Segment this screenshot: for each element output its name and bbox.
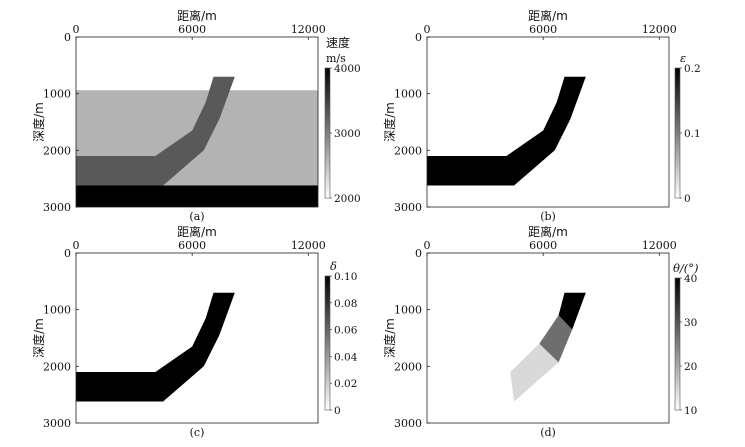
plot-frame bbox=[426, 36, 670, 208]
region-middle-segment bbox=[539, 315, 573, 363]
colorbar-tick-label: 4000 bbox=[334, 63, 361, 75]
colorbar-tick-label: 40 bbox=[684, 273, 697, 285]
y-axis-label: 深度/m bbox=[382, 318, 397, 358]
panel-label: (c) bbox=[190, 426, 205, 439]
y-axis-label: 深度/m bbox=[382, 102, 397, 142]
x-tick-label: 0 bbox=[424, 239, 431, 252]
y-tick-label: 0 bbox=[415, 31, 422, 44]
y-tick-label: 3000 bbox=[43, 201, 71, 214]
colorbar bbox=[674, 277, 681, 411]
y-axis-label: 深度/m bbox=[31, 318, 46, 358]
panel-label: (a) bbox=[189, 210, 204, 223]
colorbar-title: 速度 bbox=[326, 35, 350, 50]
x-axis-label: 距离/m bbox=[528, 8, 568, 23]
panel-0: 0 6000 12000 距离/m 0 1000 2000 3000 深度/m (a) 4000 30… bbox=[31, 8, 361, 223]
y-tick-label: 2000 bbox=[394, 360, 422, 373]
colorbar-tick-label: 0.1 bbox=[684, 128, 701, 140]
x-tick-label: 0 bbox=[73, 23, 80, 36]
x-tick-label: 6000 bbox=[178, 239, 206, 252]
panel-3: 0 6000 12000 距离/m 0 1000 2000 3000 深度/m (d) 40 30 20… bbox=[382, 224, 699, 439]
colorbar-tick-label: 0.04 bbox=[334, 351, 358, 363]
colorbar-tick-label: 0.08 bbox=[334, 298, 357, 310]
x-tick-label: 0 bbox=[424, 23, 431, 36]
y-tick-label: 1000 bbox=[394, 88, 422, 101]
colorbar-tick-label: 0.02 bbox=[334, 378, 357, 390]
colorbar-title: θ/(°) bbox=[673, 261, 699, 275]
region-tilted-body bbox=[427, 76, 586, 186]
colorbar-tick-label: 0.2 bbox=[684, 63, 701, 75]
region-lower-segment bbox=[510, 343, 559, 402]
colorbar-tick-label: 2000 bbox=[334, 193, 361, 205]
panel-2: 0 6000 12000 距离/m 0 1000 2000 3000 深度/m (c) 0.10 0.… bbox=[31, 224, 358, 439]
panel-label: (b) bbox=[540, 210, 556, 223]
colorbar-tick-label: 0 bbox=[334, 405, 341, 417]
plot-frame bbox=[75, 36, 319, 208]
colorbar bbox=[324, 67, 331, 199]
y-tick-label: 3000 bbox=[394, 417, 422, 430]
colorbar-tick-label: 30 bbox=[684, 317, 697, 329]
y-tick-label: 3000 bbox=[394, 201, 422, 214]
y-tick-label: 2000 bbox=[43, 360, 71, 373]
x-tick-label: 12000 bbox=[642, 23, 677, 36]
panel-1: 0 6000 12000 距离/m 0 1000 2000 3000 深度/m (b) 0.2 0.1… bbox=[382, 8, 701, 223]
x-axis-label: 距离/m bbox=[528, 224, 568, 239]
colorbar-tick-label: 20 bbox=[684, 361, 697, 373]
x-tick-label: 12000 bbox=[291, 239, 326, 252]
colorbar-tick-label: 3000 bbox=[334, 128, 361, 140]
colorbar-tick-label: 10 bbox=[684, 405, 697, 417]
y-tick-label: 1000 bbox=[43, 304, 71, 317]
region-upper-segment bbox=[558, 292, 586, 330]
y-tick-label: 1000 bbox=[394, 304, 422, 317]
colorbar-tick-label: 0 bbox=[684, 193, 691, 205]
x-tick-label: 0 bbox=[73, 239, 80, 252]
region-bottom-layer bbox=[76, 185, 318, 207]
region-tilted-body bbox=[76, 76, 235, 186]
colorbar bbox=[324, 275, 331, 411]
plot-frame bbox=[75, 252, 319, 424]
colorbar-unit: m/s bbox=[326, 52, 346, 65]
x-axis-label: 距离/m bbox=[177, 8, 217, 23]
x-tick-label: 12000 bbox=[642, 239, 677, 252]
x-tick-label: 6000 bbox=[529, 23, 557, 36]
colorbar-tick-label: 0.10 bbox=[334, 271, 357, 283]
colorbar-tick-label: 0.06 bbox=[334, 325, 358, 337]
y-axis-label: 深度/m bbox=[31, 102, 46, 142]
colorbar-title: δ bbox=[330, 259, 337, 273]
x-tick-label: 6000 bbox=[178, 23, 206, 36]
panel-label: (d) bbox=[540, 426, 556, 439]
region-tilted-body bbox=[76, 292, 235, 402]
y-tick-label: 0 bbox=[415, 247, 422, 260]
x-tick-label: 12000 bbox=[291, 23, 326, 36]
plot-frame bbox=[426, 252, 670, 424]
x-axis-label: 距离/m bbox=[177, 224, 217, 239]
y-tick-label: 0 bbox=[64, 247, 71, 260]
y-tick-label: 3000 bbox=[43, 417, 71, 430]
y-tick-label: 1000 bbox=[43, 88, 71, 101]
colorbar-title: ε bbox=[680, 51, 686, 65]
colorbar bbox=[674, 67, 681, 199]
y-tick-label: 2000 bbox=[394, 144, 422, 157]
y-tick-label: 2000 bbox=[43, 144, 71, 157]
x-tick-label: 6000 bbox=[529, 239, 557, 252]
y-tick-label: 0 bbox=[64, 31, 71, 44]
